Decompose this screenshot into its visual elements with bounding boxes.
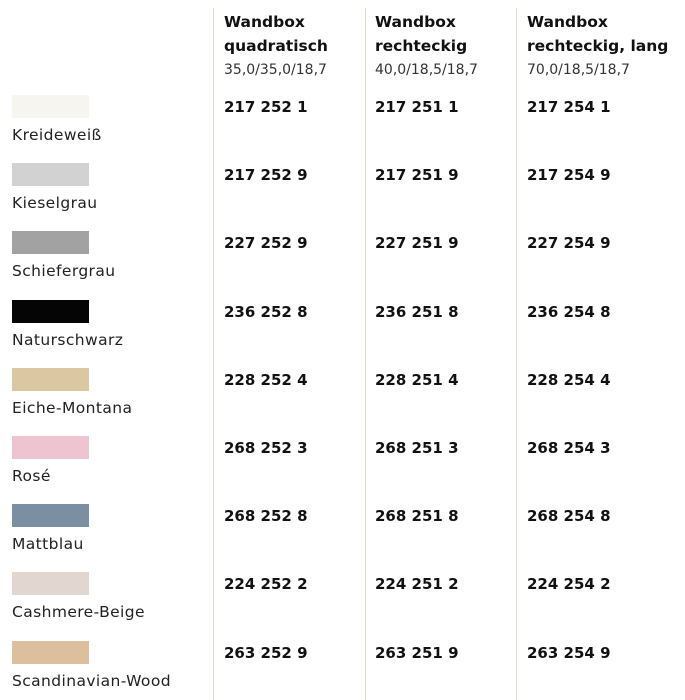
column-title: quadratisch [224,34,374,58]
column-title: Wandbox [375,10,525,34]
article-number: 263 251 9 [375,644,459,662]
column-dimensions: 40,0/18,5/18,7 [375,59,525,81]
article-number: 224 251 2 [375,575,459,593]
article-number: 263 254 9 [527,644,611,662]
color-name: Kreideweiß [12,126,102,144]
column-title: rechteckig, lang [527,34,677,58]
article-number: 217 251 9 [375,166,459,184]
color-name: Rosé [12,467,51,485]
article-number: 268 252 3 [224,439,308,457]
color-swatch [12,300,89,323]
column-title: Wandbox [527,10,677,34]
article-number: 268 254 8 [527,507,611,525]
article-number: 217 252 9 [224,166,308,184]
article-number: 236 252 8 [224,303,308,321]
article-number: 217 254 1 [527,98,611,116]
column-divider [213,8,214,700]
article-number: 228 252 4 [224,371,308,389]
color-name: Eiche-Montana [12,399,132,417]
article-number: 228 251 4 [375,371,459,389]
article-number: 263 252 9 [224,644,308,662]
column-dimensions: 70,0/18,5/18,7 [527,59,677,81]
color-name: Schiefergrau [12,262,115,280]
article-number: 268 251 3 [375,439,459,457]
color-swatch [12,231,89,254]
article-number: 217 254 9 [527,166,611,184]
color-swatch [12,163,89,186]
color-name: Kieselgrau [12,194,97,212]
column-divider [365,8,366,700]
column-divider [516,8,517,700]
column-title: Wandbox [224,10,374,34]
article-number: 217 252 1 [224,98,308,116]
article-number: 236 251 8 [375,303,459,321]
article-number: 227 251 9 [375,234,459,252]
color-swatch [12,572,89,595]
color-swatch [12,504,89,527]
color-swatch [12,641,89,664]
article-number: 217 251 1 [375,98,459,116]
article-number: 227 254 9 [527,234,611,252]
product-table: Wandboxquadratisch35,0/35,0/18,7Wandboxr… [0,0,685,700]
article-number: 227 252 9 [224,234,308,252]
article-number: 224 252 2 [224,575,308,593]
color-name: Mattblau [12,535,84,553]
color-name: Naturschwarz [12,331,123,349]
article-number: 236 254 8 [527,303,611,321]
article-number: 268 252 8 [224,507,308,525]
article-number: 224 254 2 [527,575,611,593]
color-swatch [12,436,89,459]
color-swatch [12,95,89,118]
article-number: 268 251 8 [375,507,459,525]
color-name: Scandinavian-Wood [12,672,171,690]
color-swatch [12,368,89,391]
article-number: 228 254 4 [527,371,611,389]
article-number: 268 254 3 [527,439,611,457]
column-title: rechteckig [375,34,525,58]
column-dimensions: 35,0/35,0/18,7 [224,59,374,81]
color-name: Cashmere-Beige [12,603,145,621]
